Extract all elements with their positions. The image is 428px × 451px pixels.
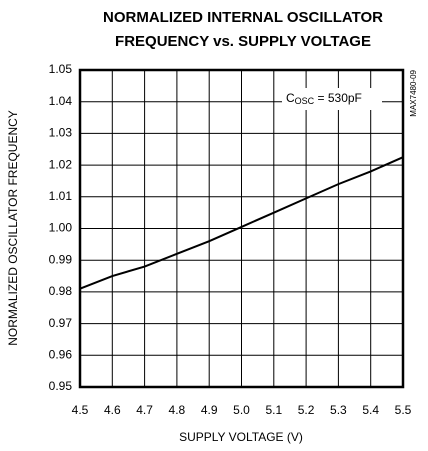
x-axis-label: SUPPLY VOLTAGE (V) (179, 430, 303, 444)
annotation-part: C (286, 91, 295, 105)
y-tick-label: 0.98 (49, 284, 73, 298)
x-tick-label: 4.8 (169, 403, 186, 417)
annotation-part: OSC (295, 96, 315, 106)
figure-id: MAX7480-09 (409, 69, 418, 116)
annotation-background (282, 88, 382, 110)
x-tick-label: 5.4 (362, 403, 379, 417)
x-tick-label: 5.0 (233, 403, 250, 417)
y-tick-label: 1.04 (49, 94, 73, 108)
y-tick-label: 1.02 (49, 157, 73, 171)
annotation-part: = 530pF (314, 91, 362, 105)
x-tick-label: 4.7 (136, 403, 153, 417)
x-tick-label: 5.2 (298, 403, 315, 417)
x-tick-label: 4.6 (104, 403, 121, 417)
y-tick-label: 0.97 (49, 316, 73, 330)
annotation: COSC = 530pF (286, 91, 362, 106)
x-tick-label: 5.1 (265, 403, 282, 417)
x-tick-label: 4.5 (72, 403, 89, 417)
y-tick-label: 1.03 (49, 126, 73, 140)
data-line (79, 156, 404, 290)
x-tick-label: 5.5 (395, 403, 412, 417)
y-tick-label: 1.01 (49, 189, 73, 203)
chart-title: FREQUENCY vs. SUPPLY VOLTAGE (115, 33, 371, 50)
y-tick-label: 0.99 (49, 252, 73, 266)
y-tick-label: 1.00 (49, 221, 73, 235)
x-tick-label: 5.3 (330, 403, 347, 417)
y-tick-label: 0.95 (49, 379, 73, 393)
x-tick-label: 4.9 (201, 403, 218, 417)
chart-title: NORMALIZED INTERNAL OSCILLATOR (103, 9, 383, 26)
y-tick-label: 0.96 (49, 347, 73, 361)
y-axis-label: NORMALIZED OSCILLATOR FREQUENCY (6, 110, 20, 346)
y-tick-label: 1.05 (49, 62, 73, 76)
plot-border (78, 68, 405, 389)
